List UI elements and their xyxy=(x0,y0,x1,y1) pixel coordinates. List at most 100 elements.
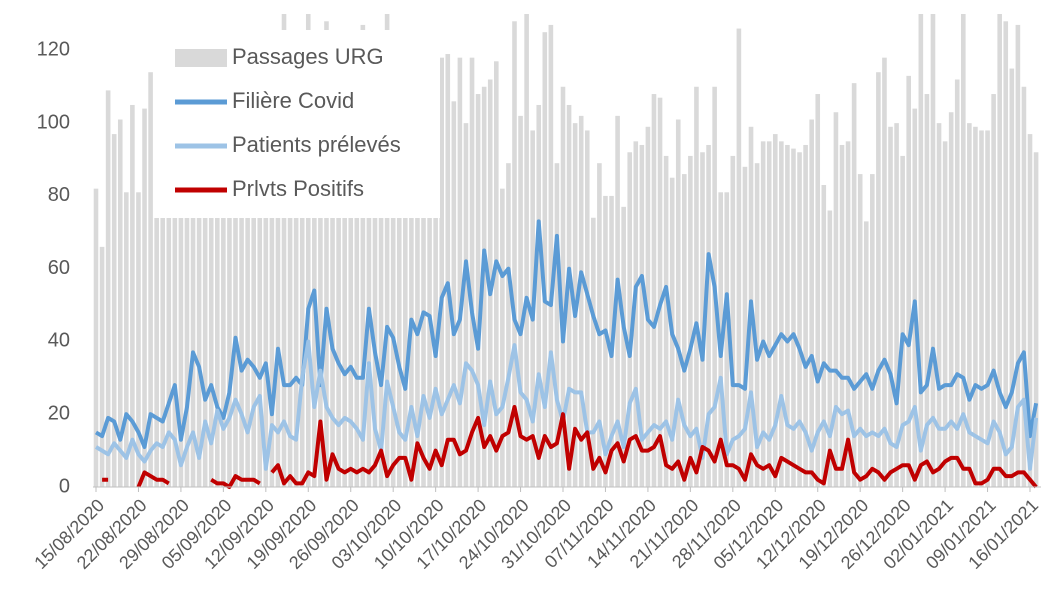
bar xyxy=(415,57,420,488)
bar xyxy=(451,101,457,488)
bar xyxy=(233,68,238,488)
bar xyxy=(330,43,335,487)
bar xyxy=(196,94,202,488)
bar xyxy=(688,155,693,487)
bar xyxy=(409,50,414,488)
bar xyxy=(439,57,445,488)
bar xyxy=(287,32,293,487)
bar xyxy=(178,123,184,488)
bar xyxy=(1027,134,1033,488)
bar xyxy=(403,64,408,487)
bar xyxy=(324,21,329,488)
bar xyxy=(591,217,596,487)
bar xyxy=(639,144,645,487)
bar xyxy=(202,101,208,488)
bar xyxy=(384,14,390,487)
bar xyxy=(257,86,263,488)
bar xyxy=(912,108,918,487)
bar xyxy=(863,221,869,487)
bar xyxy=(421,72,426,487)
bar xyxy=(724,192,730,488)
bar xyxy=(888,126,893,488)
bar xyxy=(433,97,438,487)
bar xyxy=(378,68,384,488)
bar xyxy=(785,144,790,487)
bar xyxy=(305,14,311,487)
bar xyxy=(542,32,548,487)
bar xyxy=(791,148,796,487)
bar xyxy=(833,112,839,487)
bar xyxy=(160,94,166,488)
y-tick-label: 120 xyxy=(37,39,70,61)
bar xyxy=(960,14,966,487)
bar xyxy=(148,72,153,487)
bar xyxy=(839,144,845,487)
bar xyxy=(942,141,948,487)
y-tick-label: 80 xyxy=(48,184,70,206)
bar xyxy=(918,14,924,487)
bar xyxy=(245,79,250,487)
bar xyxy=(742,166,748,488)
bar xyxy=(184,104,190,487)
bar xyxy=(906,75,912,487)
bar xyxy=(336,57,341,488)
bar xyxy=(130,104,135,487)
bar xyxy=(500,188,505,487)
bar xyxy=(427,97,432,487)
bar xyxy=(985,130,990,487)
bar xyxy=(493,61,499,488)
y-tick-label: 40 xyxy=(48,330,70,352)
bar xyxy=(136,192,141,488)
bar xyxy=(354,68,360,488)
bar xyxy=(754,163,760,487)
y-tick-label: 100 xyxy=(37,111,70,133)
bar xyxy=(1009,68,1015,488)
bar xyxy=(597,163,602,487)
bar xyxy=(445,54,451,488)
bar xyxy=(105,90,111,488)
bar xyxy=(457,57,463,488)
bar xyxy=(894,123,899,488)
y-tick-label: 0 xyxy=(59,475,70,497)
bar xyxy=(566,104,572,487)
bar xyxy=(663,155,669,487)
legend-label: Passages URG xyxy=(232,44,384,69)
bar xyxy=(215,86,220,488)
bar xyxy=(221,94,226,488)
bar xyxy=(870,174,875,488)
bar xyxy=(954,79,960,487)
bar xyxy=(342,50,347,488)
legend-label: Patients prélevés xyxy=(232,132,401,157)
bar xyxy=(154,86,159,488)
bar xyxy=(190,86,196,488)
bar xyxy=(263,79,269,487)
bar xyxy=(548,24,554,488)
bar xyxy=(469,57,475,488)
bar xyxy=(251,94,256,488)
bar xyxy=(936,123,942,488)
bar xyxy=(815,94,821,488)
bar xyxy=(809,119,814,487)
line-series xyxy=(94,219,1039,449)
bar xyxy=(172,108,178,487)
bar xyxy=(900,155,905,487)
bar xyxy=(736,28,742,488)
y-tick-label: 60 xyxy=(48,257,70,279)
bar xyxy=(821,185,827,487)
line-series xyxy=(102,405,1038,489)
bar xyxy=(536,104,542,487)
legend: Passages URG Filière Covid Patients prélev… xyxy=(153,30,440,218)
bar xyxy=(675,119,681,487)
bar xyxy=(1003,21,1009,488)
bar xyxy=(312,50,317,488)
bar xyxy=(924,94,930,488)
bar xyxy=(621,206,626,488)
bar xyxy=(93,188,99,487)
bar xyxy=(694,86,699,488)
legend-label: Prlvts Positifs xyxy=(232,176,364,201)
bar xyxy=(281,14,287,487)
bar xyxy=(857,174,863,488)
bar xyxy=(275,57,281,488)
bar xyxy=(524,14,529,487)
